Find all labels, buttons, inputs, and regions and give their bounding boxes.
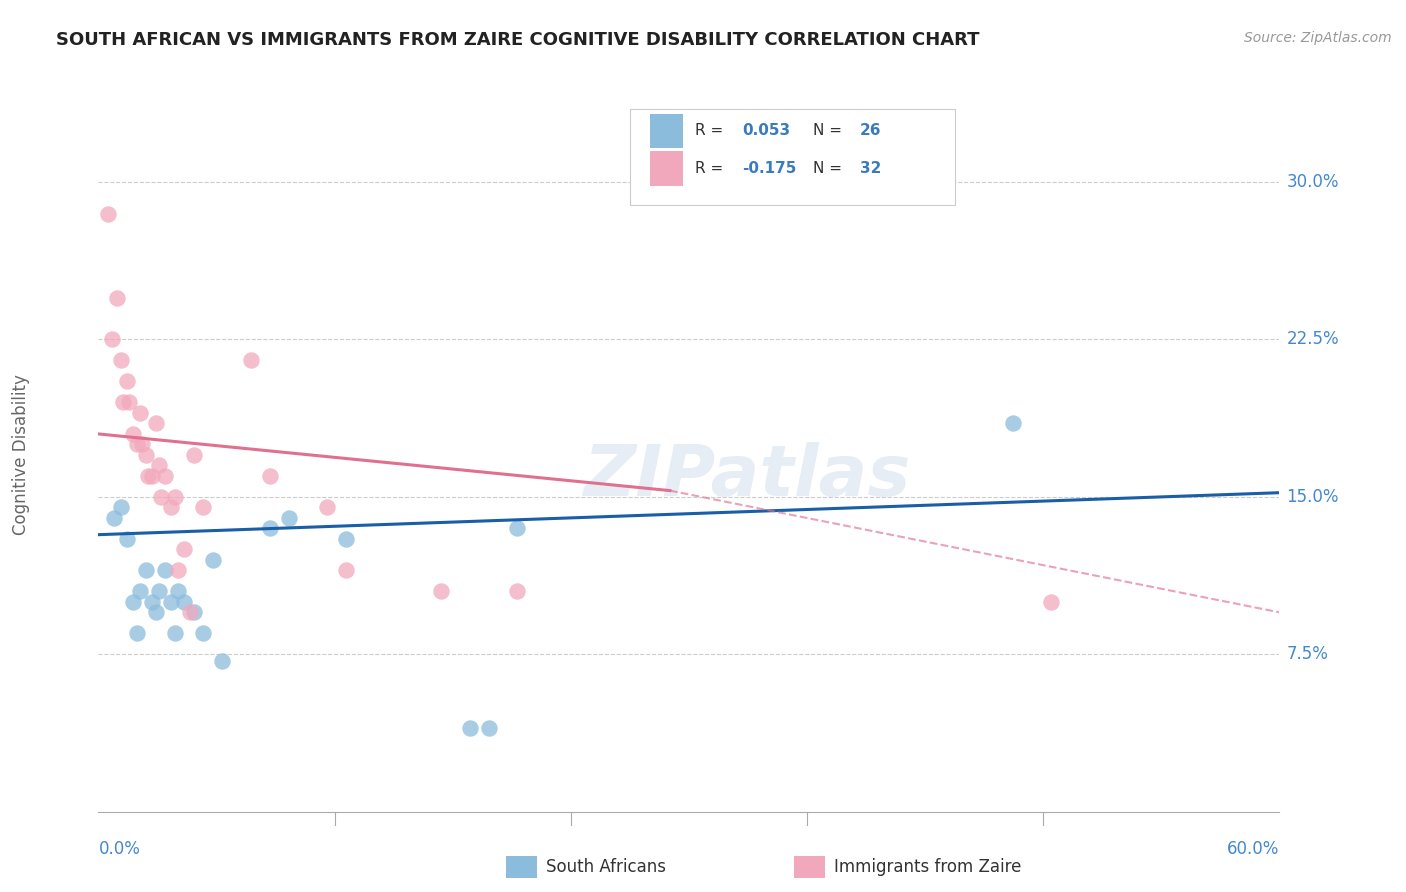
Text: Cognitive Disability: Cognitive Disability (13, 375, 30, 535)
Text: 22.5%: 22.5% (1286, 330, 1339, 349)
Point (112, 395, 135, 409)
Point (506, 584, 529, 599)
Point (125, 626, 148, 640)
Text: 30.0%: 30.0% (1286, 173, 1339, 191)
Point (129, 584, 152, 599)
Point (115, 532, 138, 546)
Text: South Africans: South Africans (546, 858, 665, 876)
Point (148, 584, 170, 599)
FancyBboxPatch shape (650, 152, 683, 186)
Point (1001, 417, 1024, 431)
Text: Immigrants from Zaire: Immigrants from Zaire (834, 858, 1021, 876)
Text: R =: R = (695, 123, 728, 138)
Point (179, 605, 201, 619)
Point (121, 426, 143, 441)
Point (153, 563, 176, 577)
Text: -0.175: -0.175 (742, 161, 796, 176)
Point (239, 353, 262, 368)
Text: 0.0%: 0.0% (98, 840, 141, 858)
Point (259, 469, 281, 483)
Point (173, 542, 195, 557)
Point (129, 406, 152, 420)
Point (335, 532, 357, 546)
Point (211, 654, 233, 668)
Point (159, 595, 181, 609)
Point (430, 584, 453, 599)
Point (97, 206, 120, 220)
Point (163, 490, 186, 504)
Point (100, 333, 122, 347)
Text: 7.5%: 7.5% (1286, 645, 1329, 664)
Point (173, 595, 195, 609)
Point (506, 521, 529, 535)
Point (183, 605, 205, 619)
Point (103, 511, 125, 525)
Text: N =: N = (813, 161, 846, 176)
Point (115, 375, 138, 389)
Point (201, 553, 224, 567)
Point (125, 437, 148, 451)
Point (110, 353, 132, 368)
Point (150, 490, 173, 504)
Text: R =: R = (695, 161, 728, 176)
Point (193, 626, 215, 640)
Point (136, 469, 159, 483)
Point (159, 500, 181, 515)
Point (335, 563, 357, 577)
Point (193, 500, 215, 515)
Point (478, 721, 501, 735)
Point (183, 448, 205, 462)
Point (145, 417, 167, 431)
Text: 15.0%: 15.0% (1286, 488, 1339, 506)
Point (458, 721, 481, 735)
Text: SOUTH AFRICAN VS IMMIGRANTS FROM ZAIRE COGNITIVE DISABILITY CORRELATION CHART: SOUTH AFRICAN VS IMMIGRANTS FROM ZAIRE C… (56, 31, 980, 49)
Text: 26: 26 (860, 123, 882, 138)
Point (148, 458, 170, 473)
Point (135, 448, 157, 462)
Point (259, 521, 281, 535)
Point (316, 500, 339, 515)
Point (110, 500, 132, 515)
Point (121, 595, 143, 609)
FancyBboxPatch shape (630, 109, 955, 205)
Text: 0.053: 0.053 (742, 123, 790, 138)
Point (163, 626, 186, 640)
Point (167, 563, 190, 577)
Point (118, 395, 141, 409)
Point (141, 595, 163, 609)
Point (107, 291, 129, 305)
Text: N =: N = (813, 123, 846, 138)
Point (1039, 595, 1062, 609)
Text: 32: 32 (860, 161, 882, 176)
Text: 60.0%: 60.0% (1227, 840, 1279, 858)
Text: ZIPatlas: ZIPatlas (585, 442, 911, 511)
Point (131, 437, 153, 451)
Point (141, 469, 163, 483)
Point (135, 563, 157, 577)
Text: Source: ZipAtlas.com: Source: ZipAtlas.com (1244, 31, 1392, 45)
Point (145, 605, 167, 619)
Point (277, 511, 299, 525)
Point (153, 469, 176, 483)
Point (167, 584, 190, 599)
FancyBboxPatch shape (650, 114, 683, 148)
